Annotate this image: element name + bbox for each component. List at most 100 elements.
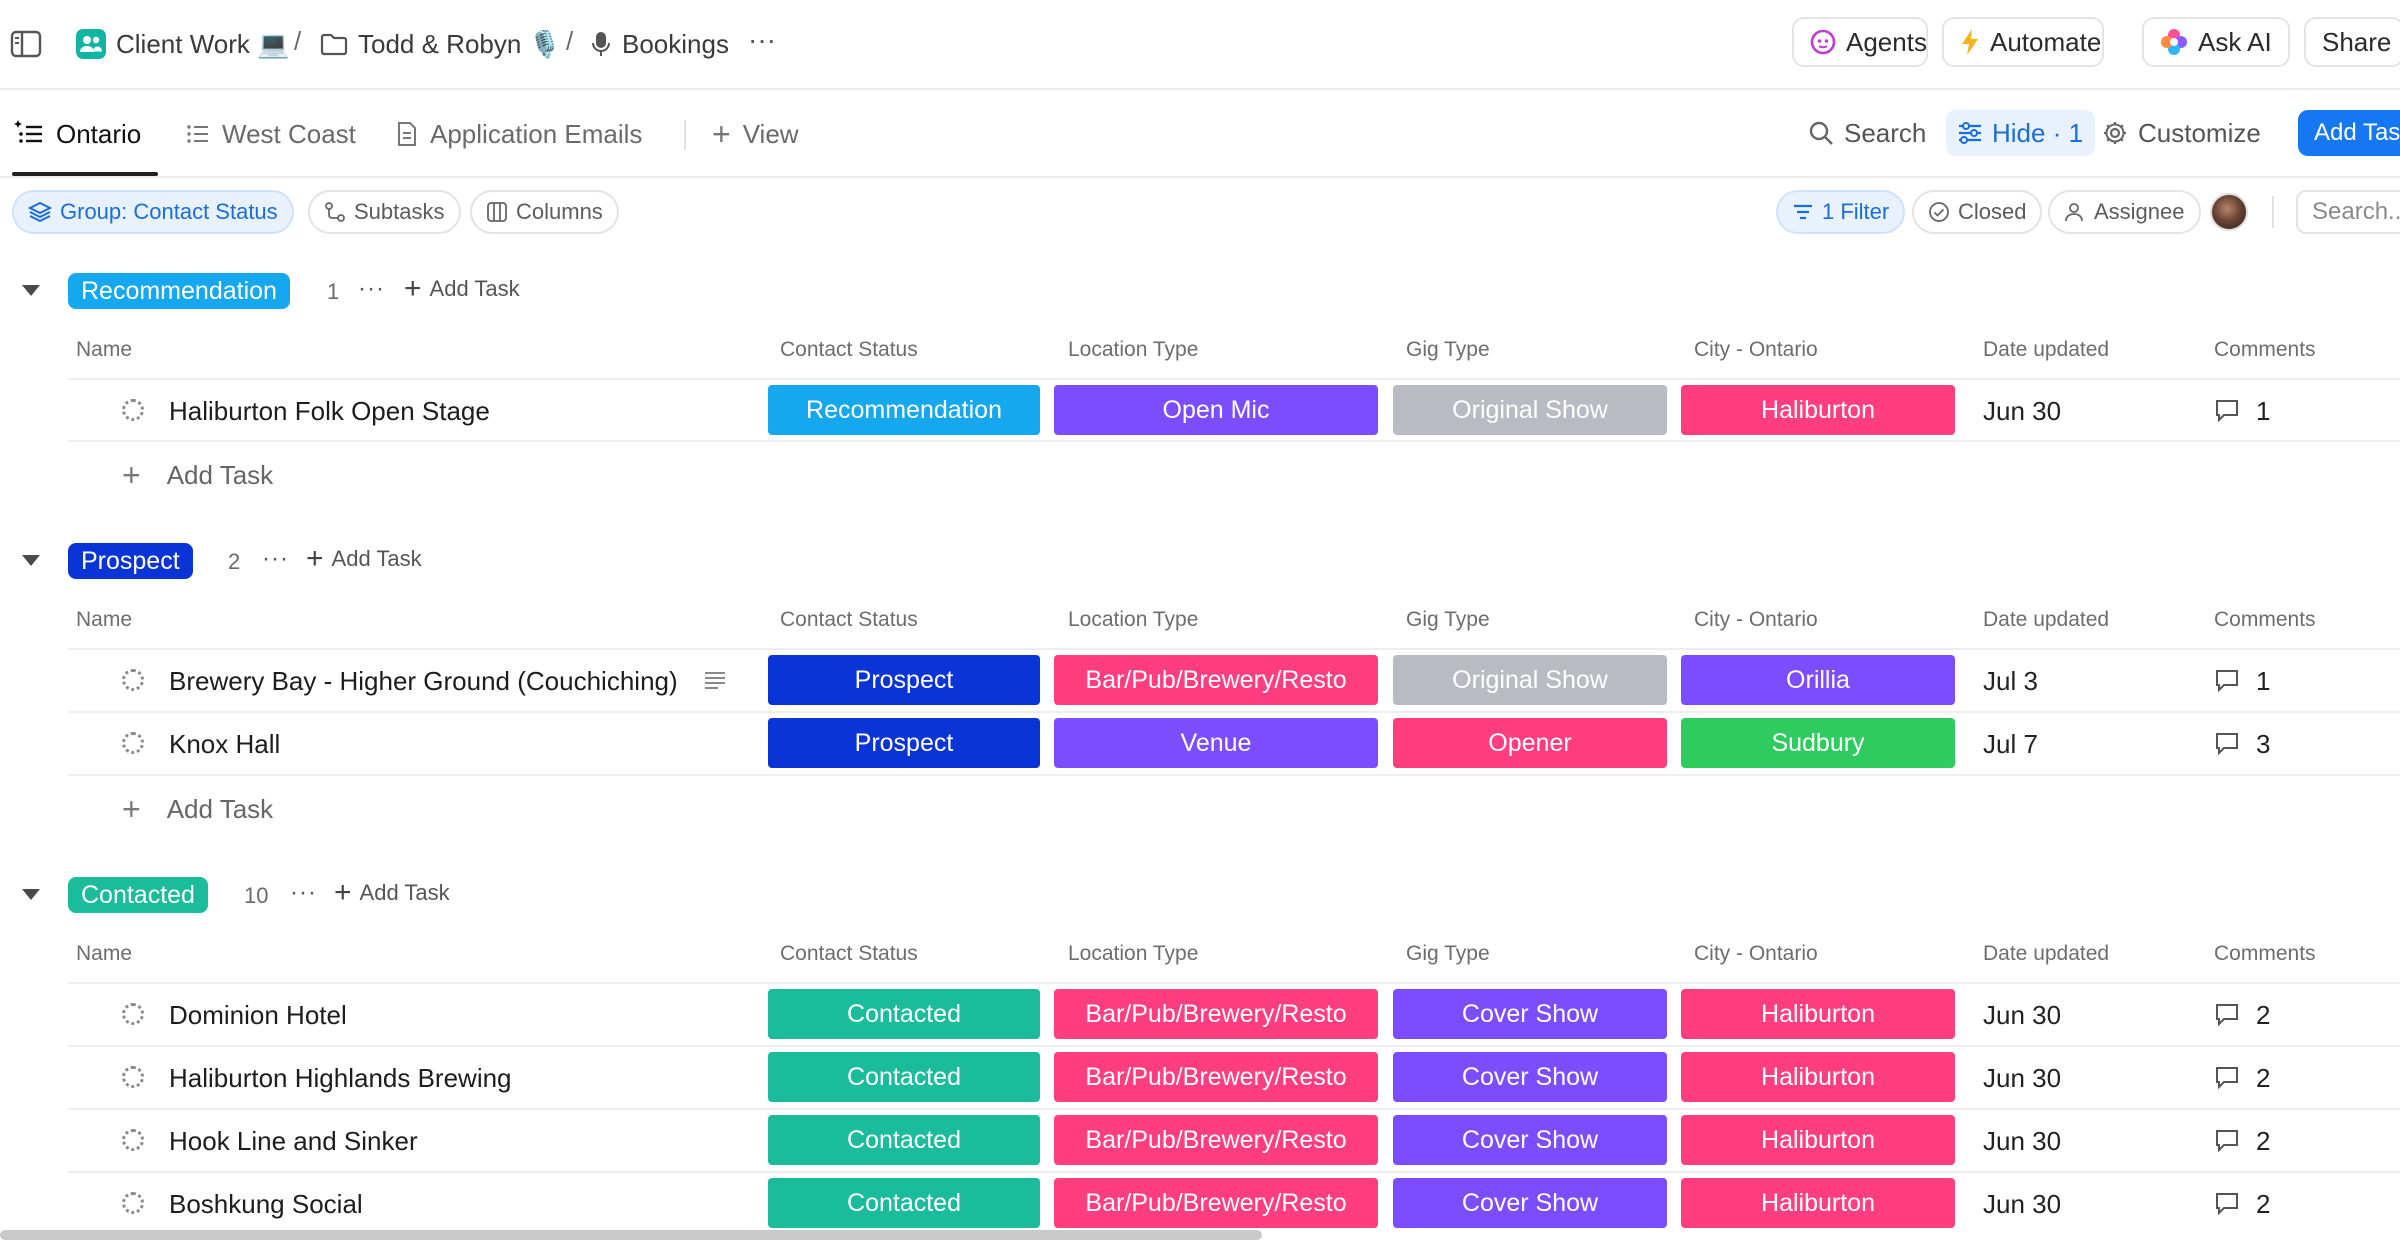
- ask-ai-button[interactable]: Ask AI: [2142, 17, 2290, 67]
- location-type-cell[interactable]: Venue: [1054, 718, 1378, 768]
- task-status-icon[interactable]: [122, 669, 144, 691]
- search-input[interactable]: Search...: [2296, 190, 2400, 234]
- column-header-location-type[interactable]: Location Type: [1068, 942, 1199, 965]
- date-updated-cell[interactable]: Jun 30: [1983, 1063, 2062, 1093]
- task-name[interactable]: Knox Hall: [169, 729, 281, 759]
- city-cell[interactable]: Haliburton: [1681, 385, 1955, 435]
- column-header-comments[interactable]: Comments: [2214, 942, 2316, 965]
- share-button[interactable]: Share: [2304, 17, 2400, 67]
- gig-type-cell[interactable]: Opener: [1393, 718, 1667, 768]
- location-type-cell[interactable]: Open Mic: [1054, 385, 1378, 435]
- task-status-icon[interactable]: [122, 1129, 144, 1151]
- column-header-contact-status[interactable]: Contact Status: [780, 942, 918, 965]
- tab-west-coast[interactable]: West Coast: [186, 114, 356, 154]
- date-updated-cell[interactable]: Jun 30: [1983, 1126, 2062, 1156]
- column-header-city[interactable]: City - Ontario: [1694, 608, 1818, 631]
- contact-status-cell[interactable]: Contacted: [768, 989, 1040, 1039]
- sidebar-toggle-icon[interactable]: [10, 29, 42, 59]
- gig-type-cell[interactable]: Cover Show: [1393, 989, 1667, 1039]
- contact-status-cell[interactable]: Contacted: [768, 1178, 1040, 1228]
- location-type-cell[interactable]: Bar/Pub/Brewery/Resto: [1054, 989, 1378, 1039]
- columns-chip[interactable]: Columns: [470, 190, 619, 234]
- gig-type-cell[interactable]: Original Show: [1393, 385, 1667, 435]
- tab-application-emails[interactable]: Application Emails: [396, 114, 642, 154]
- search-tool-button[interactable]: Search: [1808, 110, 1926, 156]
- breadcrumb-folder[interactable]: Todd & Robyn 🎙️: [320, 24, 561, 64]
- closed-chip[interactable]: Closed: [1912, 190, 2043, 234]
- breadcrumb-list[interactable]: Bookings: [590, 24, 729, 64]
- group-pill-recommendation[interactable]: Recommendation: [68, 273, 290, 309]
- task-name[interactable]: Haliburton Highlands Brewing: [169, 1063, 512, 1093]
- column-header-name[interactable]: Name: [76, 942, 133, 965]
- city-cell[interactable]: Sudbury: [1681, 718, 1955, 768]
- comment-icon[interactable]: [2214, 1127, 2240, 1153]
- hide-button[interactable]: Hide · 1: [1946, 110, 2096, 156]
- task-status-icon[interactable]: [122, 1066, 144, 1088]
- column-header-gig-type[interactable]: Gig Type: [1406, 608, 1490, 631]
- collapse-group-icon[interactable]: [22, 889, 40, 900]
- contact-status-cell[interactable]: Prospect: [768, 718, 1040, 768]
- date-updated-cell[interactable]: Jul 7: [1983, 729, 2038, 759]
- column-header-date-updated[interactable]: Date updated: [1983, 942, 2110, 965]
- column-header-gig-type[interactable]: Gig Type: [1406, 338, 1490, 361]
- city-cell[interactable]: Haliburton: [1681, 1178, 1955, 1228]
- column-header-gig-type[interactable]: Gig Type: [1406, 942, 1490, 965]
- location-type-cell[interactable]: Bar/Pub/Brewery/Resto: [1054, 1178, 1378, 1228]
- customize-button[interactable]: Customize: [2102, 110, 2261, 156]
- date-updated-cell[interactable]: Jun 30: [1983, 1189, 2062, 1219]
- task-status-icon[interactable]: [122, 732, 144, 754]
- group-pill-prospect[interactable]: Prospect: [68, 543, 193, 579]
- assignee-chip[interactable]: Assignee: [2048, 190, 2201, 234]
- column-header-city[interactable]: City - Ontario: [1694, 338, 1818, 361]
- gig-type-cell[interactable]: Original Show: [1393, 655, 1667, 705]
- column-header-name[interactable]: Name: [76, 338, 133, 361]
- add-view-button[interactable]: + View: [712, 114, 799, 154]
- location-type-cell[interactable]: Bar/Pub/Brewery/Resto: [1054, 1115, 1378, 1165]
- column-header-comments[interactable]: Comments: [2214, 338, 2316, 361]
- avatar[interactable]: [2210, 193, 2248, 231]
- agents-button[interactable]: Agents: [1792, 17, 1928, 67]
- contact-status-cell[interactable]: Contacted: [768, 1115, 1040, 1165]
- tab-ontario[interactable]: Ontario: [14, 114, 141, 154]
- column-header-location-type[interactable]: Location Type: [1068, 608, 1199, 631]
- comment-icon[interactable]: [2214, 1001, 2240, 1027]
- city-cell[interactable]: Haliburton: [1681, 1052, 1955, 1102]
- task-name[interactable]: Hook Line and Sinker: [169, 1126, 418, 1156]
- comment-icon[interactable]: [2214, 1064, 2240, 1090]
- filter-chip[interactable]: 1 Filter: [1776, 190, 1906, 234]
- city-cell[interactable]: Orillia: [1681, 655, 1955, 705]
- group-add-task-button[interactable]: + Add Task: [306, 544, 422, 574]
- group-pill-contacted[interactable]: Contacted: [68, 877, 208, 913]
- breadcrumb-more-button[interactable]: ···: [748, 24, 776, 55]
- comment-icon[interactable]: [2214, 397, 2240, 423]
- task-status-icon[interactable]: [122, 1003, 144, 1025]
- automate-button[interactable]: Automate: [1942, 17, 2104, 67]
- contact-status-cell[interactable]: Prospect: [768, 655, 1040, 705]
- date-updated-cell[interactable]: Jul 3: [1983, 666, 2038, 696]
- column-header-contact-status[interactable]: Contact Status: [780, 338, 918, 361]
- column-header-location-type[interactable]: Location Type: [1068, 338, 1199, 361]
- collapse-group-icon[interactable]: [22, 285, 40, 296]
- gig-type-cell[interactable]: Cover Show: [1393, 1178, 1667, 1228]
- gig-type-cell[interactable]: Cover Show: [1393, 1052, 1667, 1102]
- column-header-comments[interactable]: Comments: [2214, 608, 2316, 631]
- horizontal-scrollbar[interactable]: [0, 1230, 1262, 1240]
- group-add-task-button[interactable]: + Add Task: [334, 878, 450, 908]
- city-cell[interactable]: Haliburton: [1681, 989, 1955, 1039]
- subtasks-chip[interactable]: Subtasks: [308, 190, 461, 234]
- breadcrumb-space[interactable]: Client Work 💻: [76, 24, 289, 64]
- group-more-button[interactable]: ···: [358, 275, 385, 302]
- group-more-button[interactable]: ···: [262, 545, 289, 572]
- task-name[interactable]: Haliburton Folk Open Stage: [169, 396, 490, 426]
- contact-status-cell[interactable]: Contacted: [768, 1052, 1040, 1102]
- add-task-row[interactable]: + Add Task: [122, 459, 273, 491]
- group-more-button[interactable]: ···: [290, 879, 317, 906]
- location-type-cell[interactable]: Bar/Pub/Brewery/Resto: [1054, 1052, 1378, 1102]
- column-header-date-updated[interactable]: Date updated: [1983, 608, 2110, 631]
- column-header-city[interactable]: City - Ontario: [1694, 942, 1818, 965]
- task-status-icon[interactable]: [122, 1192, 144, 1214]
- column-header-name[interactable]: Name: [76, 608, 133, 631]
- task-name[interactable]: Dominion Hotel: [169, 1000, 347, 1030]
- column-header-date-updated[interactable]: Date updated: [1983, 338, 2110, 361]
- add-task-row[interactable]: + Add Task: [122, 793, 273, 825]
